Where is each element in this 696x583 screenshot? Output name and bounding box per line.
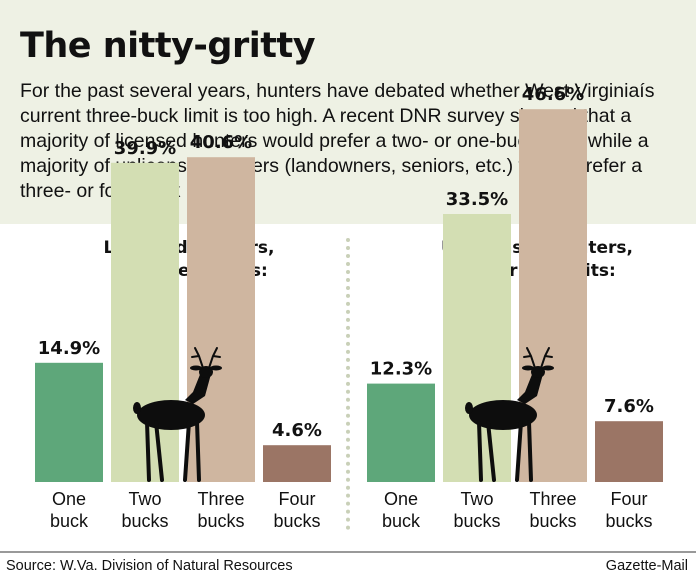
unlicensed-category-label: Two [460, 489, 493, 509]
licensed-value-label: 40.6% [190, 132, 252, 153]
licensed-deer-silhouette-icon [133, 347, 222, 482]
licensed-category-label: bucks [197, 511, 244, 531]
licensed-category-label: Three [197, 489, 244, 509]
unlicensed-bar-two-bucks [443, 214, 511, 482]
licensed-hunters-chart: 14.9%Onebuck39.9%Twobucks40.6%Threebucks… [35, 132, 331, 531]
page-title: The nitty-gritty [20, 26, 316, 66]
licensed-bar-four-bucks [263, 445, 331, 482]
licensed-bar-two-bucks [111, 162, 179, 483]
unlicensed-deer-silhouette-icon [465, 347, 554, 482]
unlicensed-value-label: 33.5% [446, 189, 508, 210]
licensed-value-label: 14.9% [38, 338, 100, 359]
licensed-category-label: One [52, 489, 86, 509]
unlicensed-bar-one-buck [367, 383, 435, 482]
unlicensed-category-label: bucks [529, 511, 576, 531]
footer-rule [0, 551, 696, 553]
licensed-category-label: bucks [121, 511, 168, 531]
unlicensed-category-label: bucks [453, 511, 500, 531]
source-note: Source: W.Va. Division of Natural Resour… [6, 558, 293, 574]
publisher-credit: Gazette-Mail [605, 558, 688, 574]
unlicensed-value-label: 12.3% [370, 359, 432, 380]
unlicensed-category-label: Four [610, 489, 647, 509]
licensed-value-label: 39.9% [114, 138, 176, 159]
unlicensed-value-label: 46.6% [522, 84, 584, 105]
licensed-bar-one-buck [35, 362, 103, 482]
unlicensed-category-label: buck [382, 511, 421, 531]
unlicensed-category-label: Three [529, 489, 576, 509]
unlicensed-category-label: bucks [605, 511, 652, 531]
licensed-value-label: 4.6% [272, 420, 322, 441]
unlicensed-value-label: 7.6% [604, 396, 654, 417]
unlicensed-category-label: One [384, 489, 418, 509]
licensed-category-label: Four [278, 489, 315, 509]
licensed-category-label: bucks [273, 511, 320, 531]
licensed-category-label: Two [128, 489, 161, 509]
unlicensed-hunters-chart: 12.3%Onebuck33.5%Twobucks46.6%Threebucks… [367, 84, 663, 531]
licensed-category-label: buck [50, 511, 89, 531]
chart-divider [346, 238, 350, 530]
unlicensed-bar-four-bucks [595, 421, 663, 482]
